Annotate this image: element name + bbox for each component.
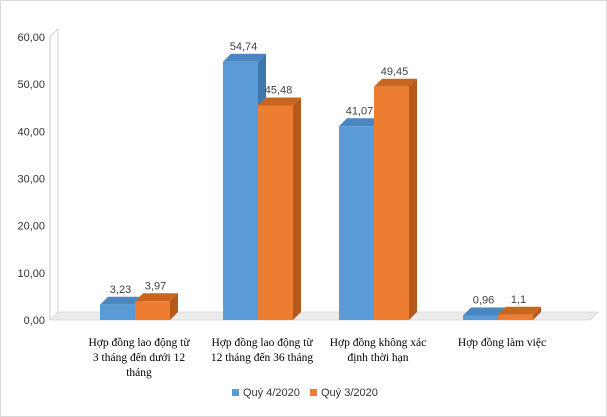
data-label: 45,48 — [265, 84, 293, 96]
bar — [223, 61, 258, 321]
x-category-label: Hợp đồng lao động từ — [88, 336, 190, 349]
x-category-label: 12 tháng đến 36 tháng — [211, 351, 313, 364]
chart-floor — [49, 311, 599, 321]
bar — [339, 126, 374, 320]
bar — [258, 105, 293, 321]
data-label: 54,74 — [230, 41, 258, 53]
data-label: 49,45 — [381, 66, 409, 78]
x-category-label: tháng — [126, 367, 152, 379]
y-tick-label: 40,00 — [17, 126, 45, 138]
bar-top — [223, 53, 266, 62]
bar-side — [293, 97, 301, 321]
data-label: 3,97 — [145, 280, 166, 292]
data-label: 41,07 — [346, 105, 374, 117]
y-tick-label: 10,00 — [17, 268, 45, 280]
bar-side — [170, 293, 178, 320]
bar — [498, 314, 533, 320]
bar — [374, 86, 409, 320]
bar-top — [374, 78, 417, 87]
data-label: 1,1 — [511, 294, 526, 306]
bar-top — [339, 118, 382, 127]
bar — [100, 304, 135, 320]
y-tick-label: 30,00 — [17, 174, 45, 186]
data-label: 0,96 — [473, 294, 494, 306]
data-label: 3,23 — [110, 284, 131, 296]
x-category-label: định thời hạn — [347, 352, 408, 364]
legend-swatch — [232, 389, 239, 396]
bar — [135, 301, 170, 320]
legend-label: Quý 3/2020 — [321, 387, 378, 399]
bar-top — [258, 97, 301, 106]
y-tick-label: 50,00 — [17, 79, 45, 91]
legend-swatch — [310, 389, 317, 396]
x-category-label: Hợp đồng lao động từ — [211, 336, 313, 349]
legend-label: Quý 4/2020 — [243, 387, 300, 399]
bar-top — [135, 293, 178, 302]
bar — [463, 315, 498, 320]
bar-top — [498, 306, 541, 315]
x-category-label: Hợp đồng không xác — [330, 336, 426, 349]
bar-side — [533, 306, 541, 320]
bar-top — [463, 307, 506, 316]
x-category-label: 3 tháng đến dưới 12 — [93, 351, 185, 364]
y-tick-label: 60,00 — [17, 32, 45, 44]
bar-side — [409, 78, 417, 320]
bar-top — [100, 296, 143, 305]
y-tick-label: 20,00 — [17, 221, 45, 233]
y-tick-label: 0,00 — [24, 315, 45, 327]
y-axis-top-edge — [49, 28, 59, 38]
x-category-label: Hợp đồng làm việc — [458, 336, 546, 349]
